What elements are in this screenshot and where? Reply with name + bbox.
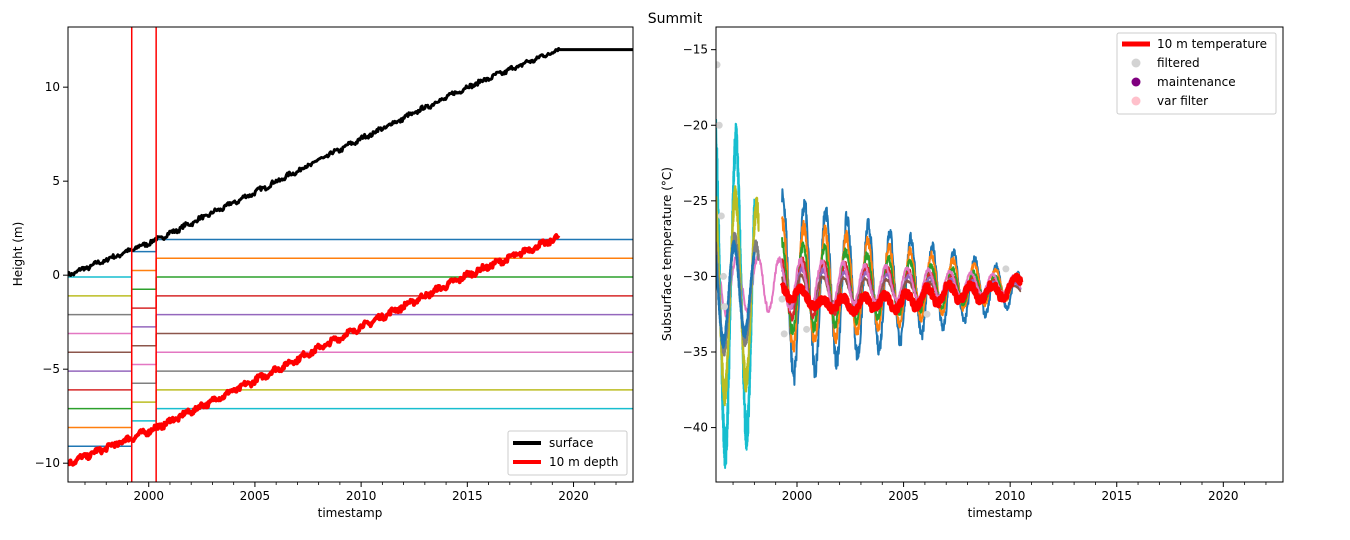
height-x-tick-label: 2015 bbox=[452, 489, 483, 503]
temperature-panel: 2000 2005 2010 2015 2020 −40−35−30−25−20−15 … bbox=[660, 26, 1284, 520]
legend-varfilter-label: var filter bbox=[1157, 94, 1208, 108]
height-legend: surface 10 m depth bbox=[507, 430, 628, 476]
filtered-point-3 bbox=[719, 272, 727, 280]
temperature-x-tick-label: 2000 bbox=[782, 489, 813, 503]
height-x-tick-label: 2005 bbox=[240, 489, 271, 503]
temperature-x-axis: 2000 2005 2010 2015 2020 bbox=[732, 482, 1267, 503]
temperature-x-label: timestamp bbox=[968, 506, 1033, 520]
depth-10m-line bbox=[68, 233, 561, 467]
legend-depth-label: 10 m depth bbox=[549, 455, 619, 469]
height-plot-area bbox=[68, 27, 633, 482]
legend-filtered-swatch bbox=[1131, 58, 1141, 68]
temp-10m-line bbox=[779, 272, 1024, 317]
filtered-point-1 bbox=[716, 121, 723, 129]
height-x-axis: 2000 2005 2010 2015 2020 bbox=[84, 482, 617, 503]
height-y-tick-label: 0 bbox=[52, 268, 60, 282]
height-y-label: Height (m) bbox=[11, 222, 25, 287]
temperature-y-label: Subsurface temperature (°C) bbox=[660, 167, 674, 341]
temperature-legend: 10 m temperature filtered maintenance va… bbox=[1116, 32, 1277, 115]
temperature-x-tick-label: 2005 bbox=[888, 489, 919, 503]
legend-maintenance-label: maintenance bbox=[1157, 75, 1236, 89]
height-y-axis: −10 −5 0 5 10 bbox=[35, 80, 68, 470]
height-y-tick-label: −10 bbox=[35, 456, 60, 470]
temperature-x-tick-label: 2015 bbox=[1101, 489, 1132, 503]
height-panel: 2000 2005 2010 2015 2020 −10 −5 0 5 10 timestamp… bbox=[11, 26, 634, 520]
legend-surface-label: surface bbox=[549, 436, 593, 450]
height-x-label: timestamp bbox=[318, 506, 383, 520]
legend-filtered-label: filtered bbox=[1157, 56, 1200, 70]
surface-line bbox=[68, 47, 633, 277]
temperature-y-tick-label: −30 bbox=[683, 269, 708, 283]
height-x-tick-label: 2010 bbox=[346, 489, 377, 503]
temperature-x-tick-label: 2020 bbox=[1208, 489, 1239, 503]
figure-title: Summit bbox=[648, 11, 703, 27]
filtered-point-4 bbox=[721, 303, 729, 311]
filtered-point-0 bbox=[716, 61, 721, 69]
filtered-point-10 bbox=[1002, 265, 1010, 273]
temperature-y-tick-label: −20 bbox=[683, 118, 708, 132]
legend-varfilter-swatch bbox=[1131, 96, 1141, 106]
temperature-y-tick-label: −15 bbox=[683, 43, 708, 57]
legend-maintenance-swatch bbox=[1131, 77, 1141, 87]
height-x-tick-label: 2000 bbox=[133, 489, 164, 503]
legend-temp10m-label: 10 m temperature bbox=[1157, 37, 1267, 51]
filtered-point-2 bbox=[717, 212, 725, 220]
sensor-series-10 bbox=[716, 239, 756, 349]
temperature-x-tick-label: 2010 bbox=[995, 489, 1026, 503]
filtered-point-8 bbox=[803, 325, 811, 333]
temperature-plot-area bbox=[716, 61, 1024, 469]
sensor-series-6 bbox=[716, 251, 1022, 318]
height-y-tick-label: −5 bbox=[42, 362, 60, 376]
temperature-y-tick-label: −35 bbox=[683, 345, 708, 359]
height-x-tick-label: 2020 bbox=[558, 489, 589, 503]
filtered-point-5 bbox=[778, 295, 786, 303]
temperature-axes-frame bbox=[715, 26, 1284, 483]
height-y-tick-label: 5 bbox=[52, 174, 60, 188]
temperature-y-axis: −40 −35 −30 −25 −20 −15 bbox=[683, 43, 716, 435]
height-axes-frame bbox=[67, 26, 634, 483]
height-y-tick-label: 10 bbox=[45, 80, 60, 94]
filtered-point-9 bbox=[923, 310, 931, 318]
temperature-legend-box bbox=[1116, 32, 1277, 115]
temperature-y-tick-label: −40 bbox=[683, 421, 708, 435]
filtered-point-6 bbox=[780, 330, 788, 338]
temperature-y-tick-label: −25 bbox=[683, 194, 708, 208]
